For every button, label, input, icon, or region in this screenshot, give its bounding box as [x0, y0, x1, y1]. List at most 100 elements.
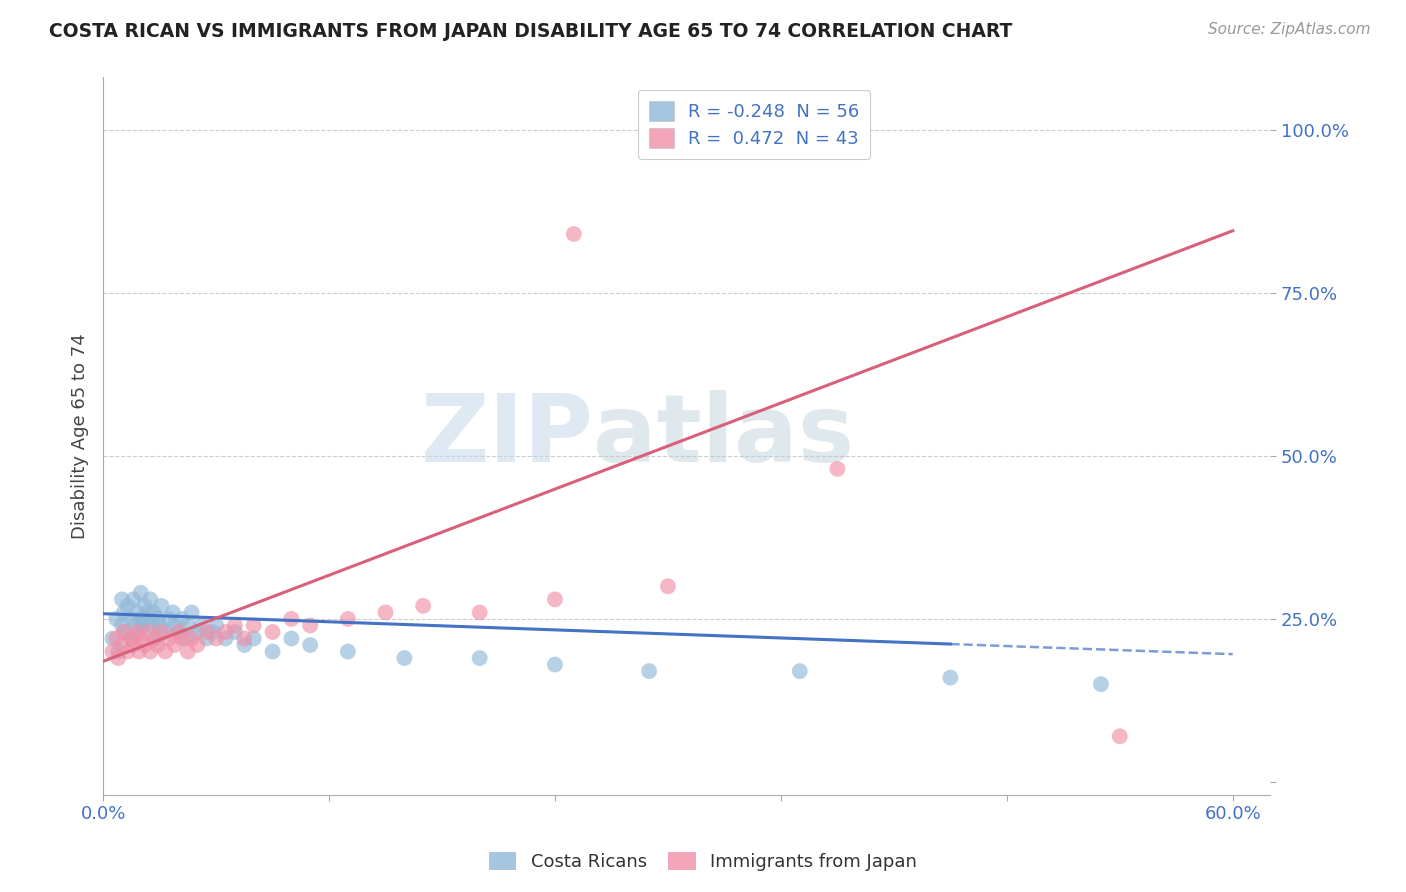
Point [128, 644, 150, 658]
Point [190, 618, 212, 632]
Point [149, 618, 172, 632]
Point [157, 632, 180, 646]
Y-axis label: Disability Age 65 to 74: Disability Age 65 to 74 [72, 334, 89, 539]
Point [107, 651, 129, 665]
Point [939, 671, 962, 685]
Point [638, 664, 661, 678]
Point [107, 644, 129, 658]
Point [412, 599, 434, 613]
Point [195, 624, 218, 639]
Point [155, 624, 177, 639]
Point [233, 638, 256, 652]
Point [177, 644, 200, 658]
Point [172, 612, 194, 626]
Legend: Costa Ricans, Immigrants from Japan: Costa Ricans, Immigrants from Japan [482, 845, 924, 879]
Point [224, 624, 246, 639]
Point [120, 632, 142, 646]
Point [146, 638, 169, 652]
Point [224, 618, 246, 632]
Point [657, 579, 679, 593]
Point [789, 664, 811, 678]
Point [129, 586, 152, 600]
Point [394, 651, 416, 665]
Point [214, 632, 236, 646]
Point [180, 606, 202, 620]
Point [280, 612, 302, 626]
Point [112, 606, 135, 620]
Point [468, 651, 491, 665]
Point [174, 632, 197, 646]
Point [1108, 730, 1130, 744]
Point [242, 632, 264, 646]
Point [101, 632, 124, 646]
Point [162, 606, 184, 620]
Point [105, 632, 128, 646]
Point [143, 606, 166, 620]
Point [827, 462, 849, 476]
Point [114, 624, 136, 639]
Point [163, 638, 186, 652]
Point [145, 632, 167, 646]
Point [299, 618, 322, 632]
Point [205, 632, 228, 646]
Point [111, 638, 134, 652]
Point [262, 644, 284, 658]
Point [155, 644, 177, 658]
Point [299, 638, 322, 652]
Point [201, 624, 224, 639]
Text: ZIP: ZIP [420, 391, 593, 483]
Point [242, 618, 264, 632]
Text: atlas: atlas [593, 391, 855, 483]
Point [117, 644, 139, 658]
Point [167, 624, 190, 639]
Point [205, 618, 228, 632]
Point [111, 592, 134, 607]
Point [122, 592, 145, 607]
Point [374, 606, 396, 620]
Point [214, 624, 236, 639]
Point [150, 599, 173, 613]
Text: Source: ZipAtlas.com: Source: ZipAtlas.com [1208, 22, 1371, 37]
Point [139, 644, 162, 658]
Point [186, 638, 208, 652]
Point [141, 618, 163, 632]
Legend: R = -0.248  N = 56, R =  0.472  N = 43: R = -0.248 N = 56, R = 0.472 N = 43 [638, 90, 870, 159]
Point [1090, 677, 1112, 691]
Point [544, 657, 567, 672]
Point [129, 612, 152, 626]
Point [129, 632, 152, 646]
Point [336, 612, 359, 626]
Point [177, 618, 200, 632]
Text: COSTA RICAN VS IMMIGRANTS FROM JAPAN DISABILITY AGE 65 TO 74 CORRELATION CHART: COSTA RICAN VS IMMIGRANTS FROM JAPAN DIS… [49, 22, 1012, 41]
Point [336, 644, 359, 658]
Point [468, 606, 491, 620]
Point [150, 624, 173, 639]
Point [157, 612, 180, 626]
Point [122, 638, 145, 652]
Point [112, 624, 135, 639]
Point [146, 612, 169, 626]
Point [195, 632, 218, 646]
Point [134, 638, 156, 652]
Point [167, 624, 190, 639]
Point [101, 644, 124, 658]
Point [233, 632, 256, 646]
Point [125, 624, 148, 639]
Point [143, 632, 166, 646]
Point [136, 606, 159, 620]
Point [135, 612, 157, 626]
Point [186, 624, 208, 639]
Point [128, 624, 150, 639]
Point [172, 632, 194, 646]
Point [131, 618, 153, 632]
Point [163, 618, 186, 632]
Point [134, 599, 156, 613]
Point [117, 599, 139, 613]
Point [262, 624, 284, 639]
Point [105, 612, 128, 626]
Point [280, 632, 302, 646]
Point [120, 612, 142, 626]
Point [139, 592, 162, 607]
Point [562, 227, 585, 241]
Point [180, 632, 202, 646]
